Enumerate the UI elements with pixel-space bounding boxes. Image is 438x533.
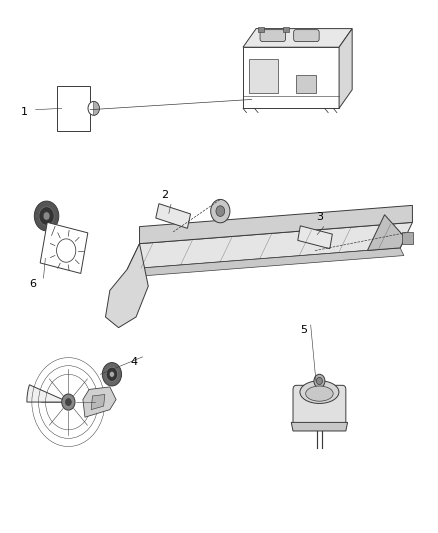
Polygon shape: [140, 205, 413, 244]
Polygon shape: [258, 27, 264, 33]
Ellipse shape: [306, 386, 333, 401]
Polygon shape: [249, 60, 278, 93]
Text: 4: 4: [130, 357, 138, 367]
Polygon shape: [291, 422, 348, 431]
FancyBboxPatch shape: [293, 30, 319, 42]
Polygon shape: [83, 387, 116, 417]
Polygon shape: [106, 244, 148, 328]
FancyBboxPatch shape: [260, 30, 286, 42]
Text: 3: 3: [316, 212, 323, 222]
Circle shape: [102, 362, 121, 386]
Circle shape: [106, 367, 118, 381]
Circle shape: [57, 239, 76, 262]
Polygon shape: [243, 47, 339, 108]
Ellipse shape: [300, 381, 339, 403]
Circle shape: [88, 101, 99, 115]
Text: 1: 1: [21, 107, 28, 117]
Polygon shape: [283, 27, 289, 33]
Circle shape: [216, 206, 225, 216]
Polygon shape: [367, 215, 405, 251]
Circle shape: [43, 212, 50, 220]
Text: 2: 2: [161, 190, 168, 200]
Polygon shape: [402, 232, 413, 244]
Circle shape: [34, 201, 59, 231]
Polygon shape: [298, 226, 332, 249]
Polygon shape: [91, 394, 105, 410]
Wedge shape: [27, 385, 68, 402]
FancyBboxPatch shape: [293, 385, 346, 426]
Polygon shape: [40, 222, 88, 273]
Polygon shape: [296, 75, 316, 93]
Circle shape: [65, 399, 71, 406]
Circle shape: [62, 394, 75, 410]
Text: 6: 6: [29, 279, 36, 288]
Text: 5: 5: [300, 325, 307, 335]
Polygon shape: [127, 248, 404, 277]
Polygon shape: [339, 29, 352, 108]
Circle shape: [39, 207, 54, 225]
Circle shape: [211, 199, 230, 223]
Polygon shape: [127, 222, 413, 269]
Polygon shape: [156, 204, 191, 228]
Circle shape: [110, 372, 114, 377]
Circle shape: [314, 374, 325, 387]
Polygon shape: [243, 29, 352, 47]
Wedge shape: [94, 101, 99, 115]
Circle shape: [316, 377, 322, 385]
Polygon shape: [57, 86, 90, 131]
